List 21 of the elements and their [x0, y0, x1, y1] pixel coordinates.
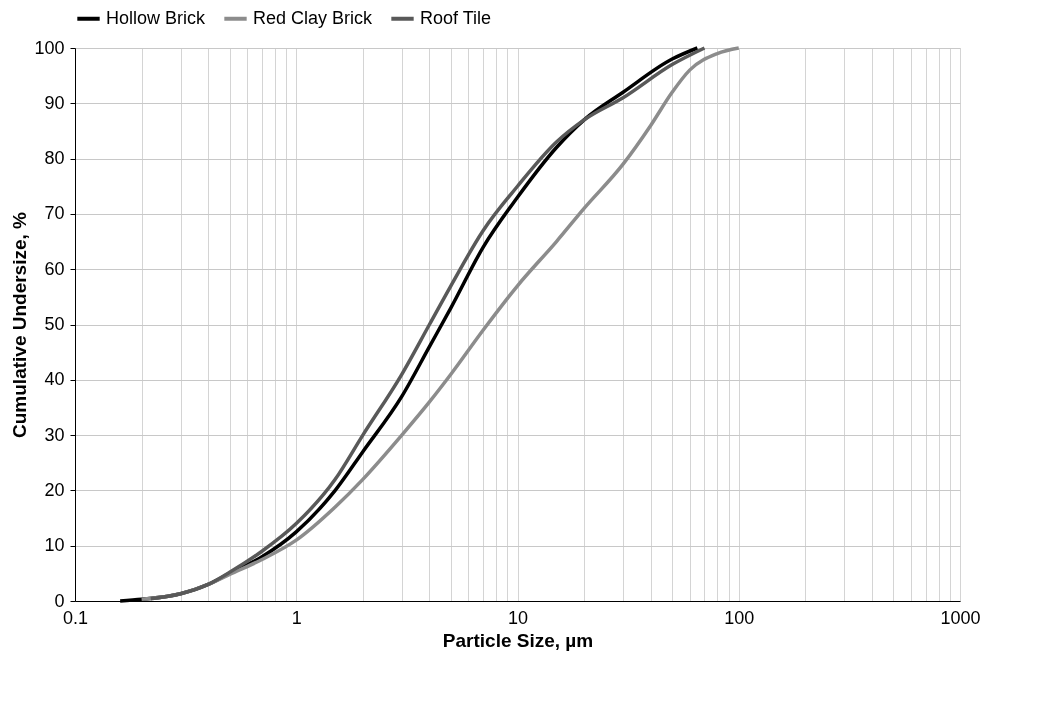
y-tick-label: 0 — [54, 590, 65, 611]
x-tick-label: 1000 — [940, 607, 981, 628]
y-tick-label: 70 — [44, 203, 65, 224]
y-tick-label: 10 — [44, 535, 65, 556]
y-tick-label: 90 — [44, 92, 65, 113]
y-tick-label: 30 — [44, 424, 65, 445]
x-tick-label: 0.1 — [62, 607, 89, 628]
y-tick-label: 20 — [44, 479, 65, 500]
legend-label: Roof Tile — [420, 7, 492, 28]
legend-label: Hollow Brick — [106, 7, 207, 28]
y-axis-title: Cumulative Undersize, % — [9, 211, 31, 438]
legend-label: Red Clay Brick — [253, 7, 374, 28]
x-tick-label: 10 — [507, 607, 529, 628]
y-tick-label: 80 — [44, 148, 65, 169]
y-tick-label: 60 — [44, 258, 65, 279]
y-tick-label: 40 — [44, 369, 65, 390]
y-tick-label: 100 — [34, 37, 65, 58]
y-tick-label: 50 — [44, 314, 65, 334]
x-tick-label: 1 — [291, 607, 302, 628]
x-tick-label: 100 — [724, 607, 755, 628]
x-axis-title: Particle Size, µm — [442, 629, 594, 651]
